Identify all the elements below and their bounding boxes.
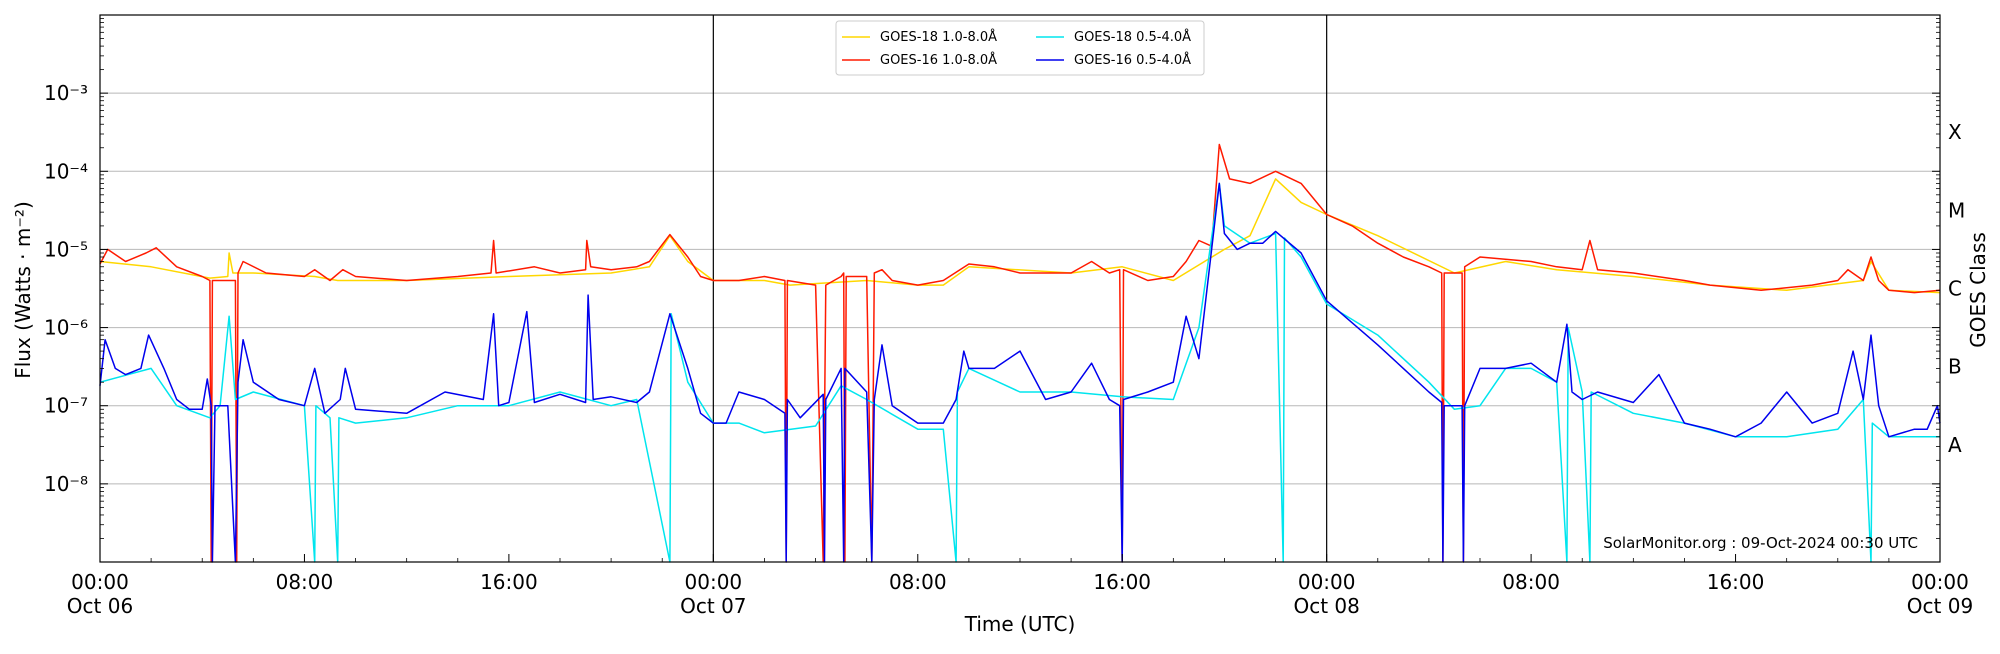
x-tick-time-label: 08:00 <box>276 570 334 594</box>
x-axis-label: Time (UTC) <box>964 612 1076 636</box>
x-tick-time-label: 08:00 <box>889 570 947 594</box>
legend-label-goes18-short: GOES-18 0.5-4.0Å <box>1074 29 1191 45</box>
legend-label-goes16-short: GOES-16 0.5-4.0Å <box>1074 52 1191 68</box>
legend-label-goes16-long: GOES-16 1.0-8.0Å <box>880 52 997 68</box>
x-tick-date-label: Oct 08 <box>1293 594 1359 618</box>
x-tick-date-label: Oct 07 <box>680 594 746 618</box>
series-line-goes16-long <box>99 143 1941 563</box>
x-tick-time-label: 00:00 <box>71 570 129 594</box>
goes-class-label: A <box>1948 433 1962 457</box>
plot-area-frame <box>99 14 1941 563</box>
y-tick-label: 10⁻⁴ <box>44 159 88 183</box>
series-line-goes18-long <box>99 178 1941 294</box>
y-tick-label: 10⁻⁶ <box>44 316 88 340</box>
x-tick-time-label: 00:00 <box>1298 570 1356 594</box>
goes-class-label: C <box>1948 277 1962 301</box>
y-tick-label: 10⁻⁷ <box>44 394 88 418</box>
series-line-goes18-short <box>99 182 1940 563</box>
y-tick-label: 10⁻⁸ <box>44 472 88 496</box>
x-tick-date-label: Oct 09 <box>1907 594 1973 618</box>
y-axis-right-label: GOES Class <box>1966 232 1990 348</box>
y-tick-label: 10⁻⁵ <box>44 237 88 261</box>
goes-class-label: M <box>1948 198 1965 222</box>
y-tick-label: 10⁻³ <box>44 81 88 105</box>
x-tick-time-label: 16:00 <box>1093 570 1151 594</box>
x-tick-date-label: Oct 06 <box>67 594 133 618</box>
legend-label-goes18-long: GOES-18 1.0-8.0Å <box>880 29 997 45</box>
series-line-goes16-short <box>99 182 1941 563</box>
x-tick-time-label: 16:00 <box>1707 570 1765 594</box>
y-axis-label: Flux (Watts · m⁻²) <box>11 201 35 379</box>
chart-legend: GOES-18 1.0-8.0Å GOES-16 1.0-8.0Å GOES-1… <box>835 20 1205 76</box>
x-tick-time-label: 16:00 <box>480 570 538 594</box>
x-tick-time-label: 08:00 <box>1502 570 1560 594</box>
source-annotation: SolarMonitor.org : 09-Oct-2024 00:30 UTC <box>1603 534 1918 552</box>
legend-box <box>835 20 1205 76</box>
goes-class-label: B <box>1948 355 1962 379</box>
x-tick-time-label: 00:00 <box>1911 570 1969 594</box>
x-tick-time-label: 00:00 <box>685 570 743 594</box>
goes-class-label: X <box>1948 120 1962 144</box>
